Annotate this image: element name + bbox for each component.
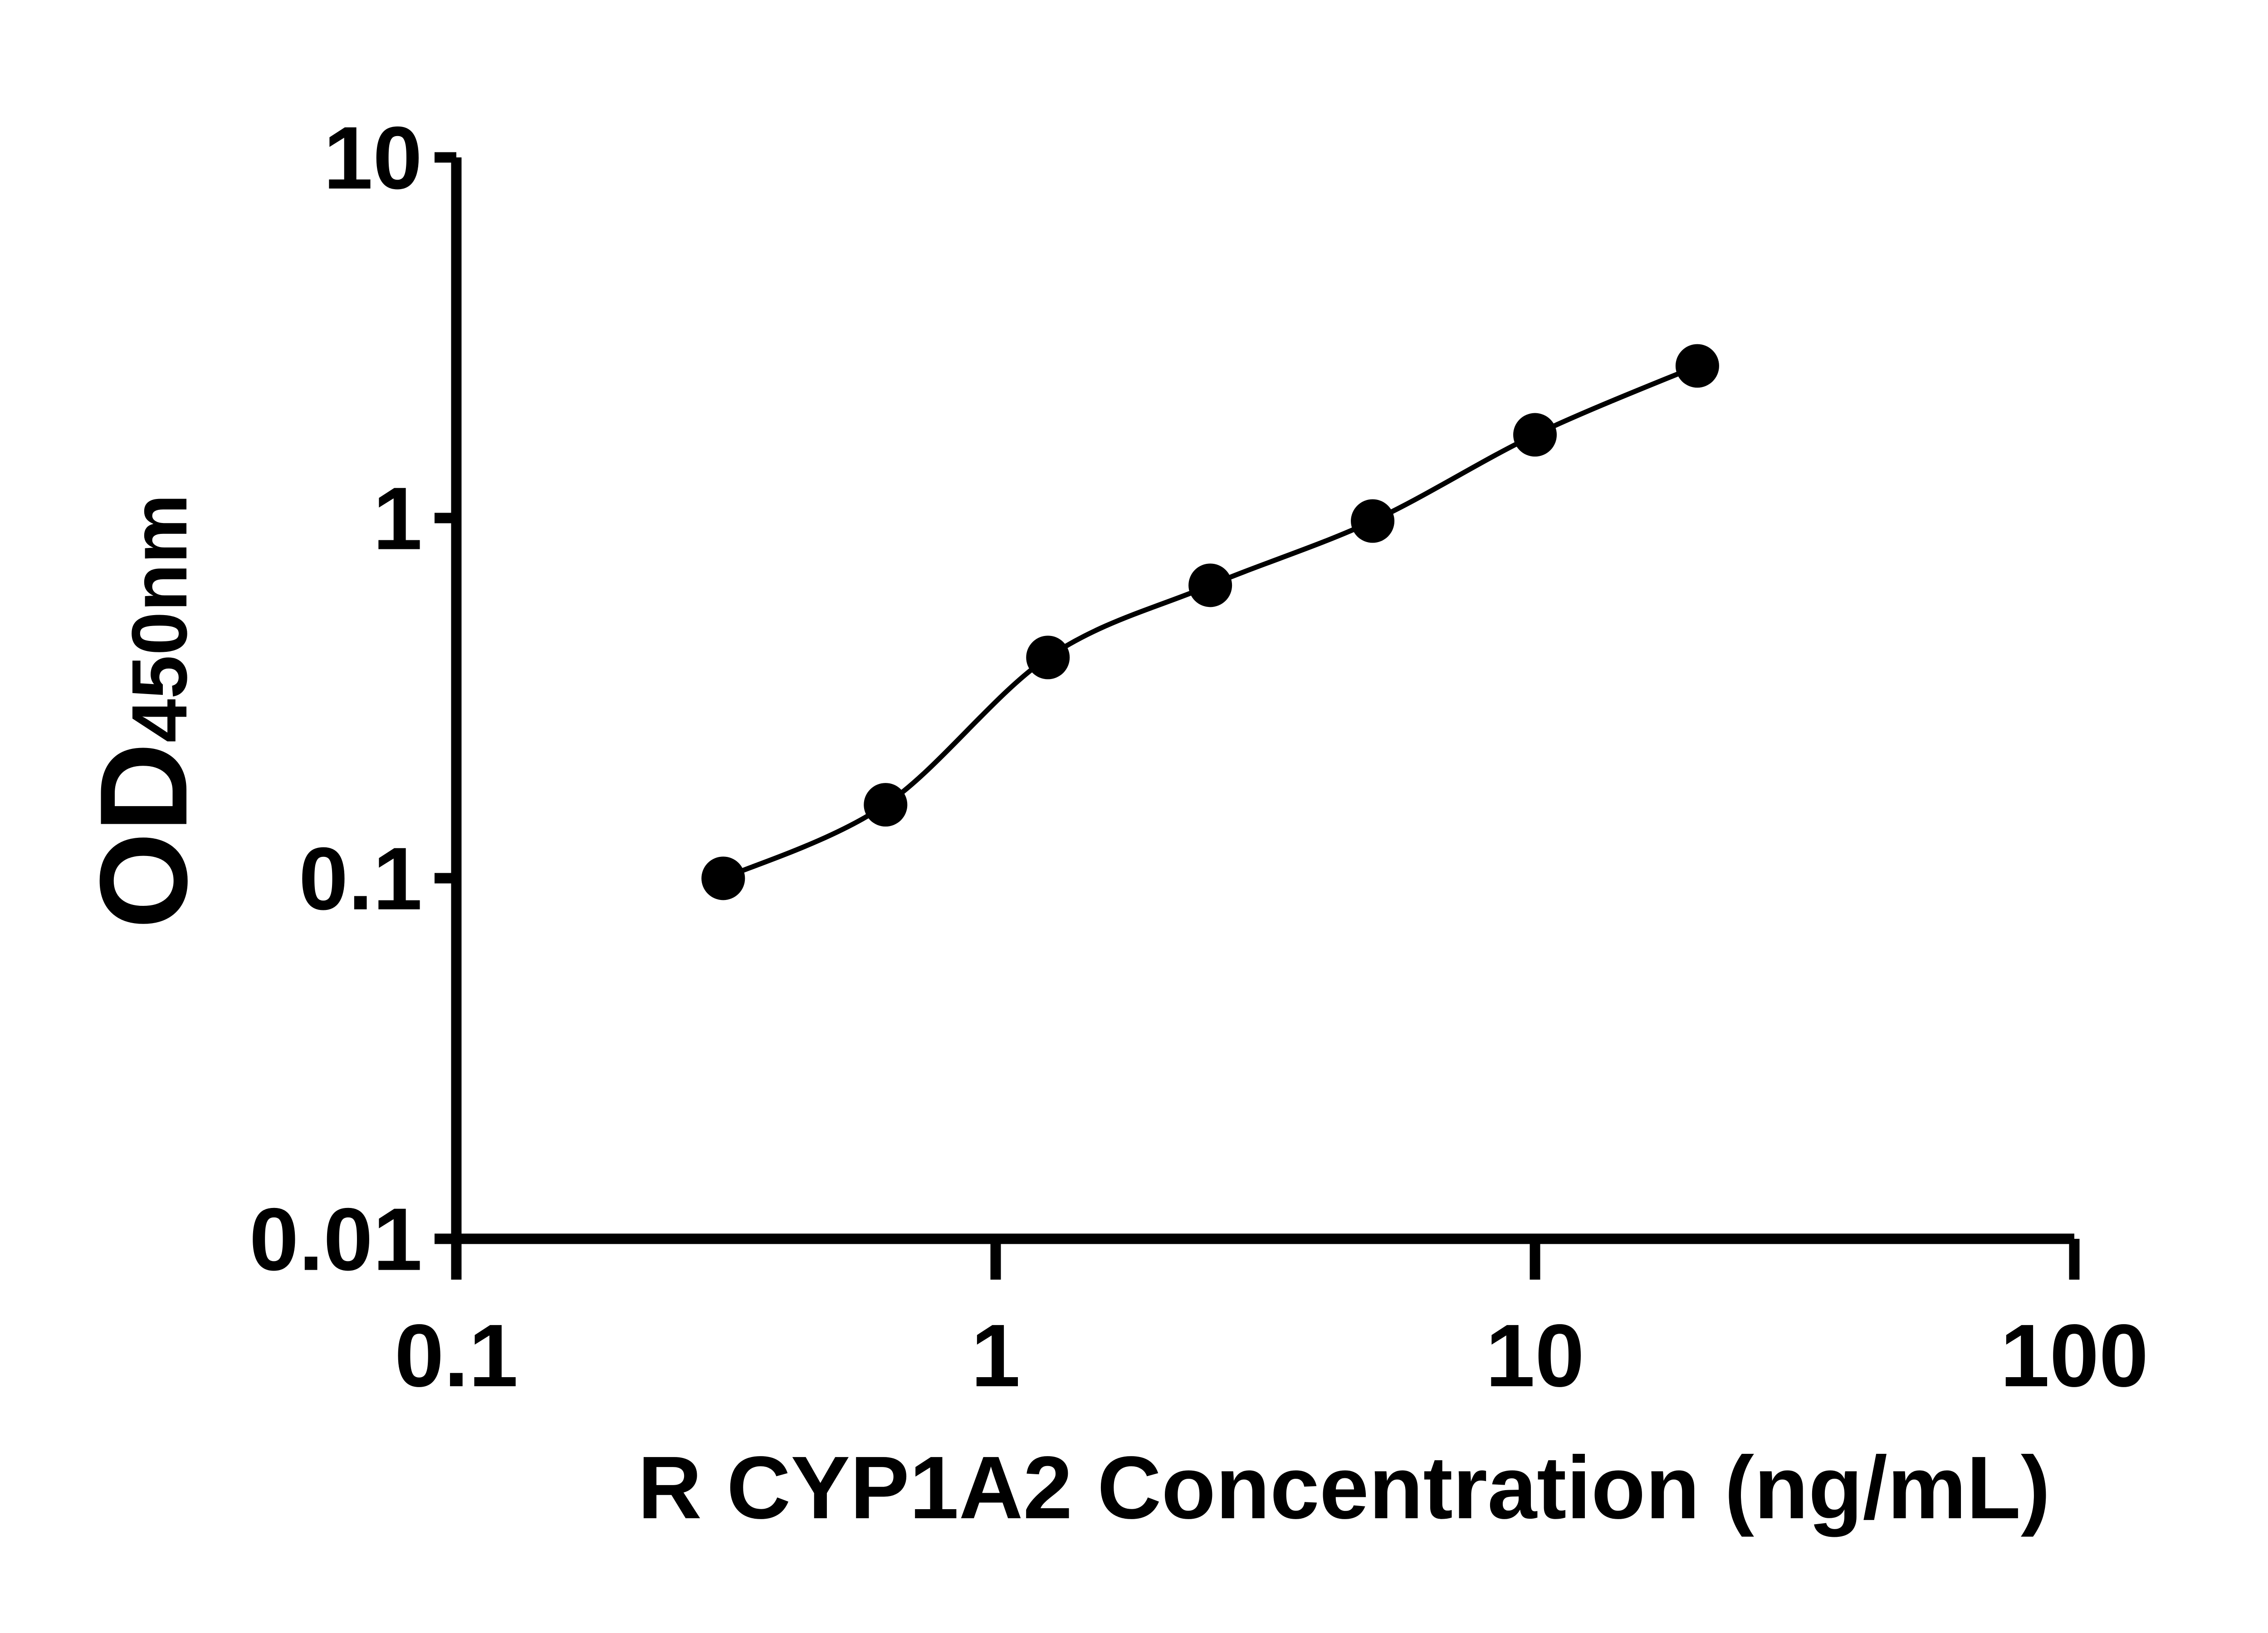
svg-text:1: 1 (971, 1306, 1020, 1405)
svg-text:1: 1 (373, 469, 422, 568)
svg-text:OD450nm: OD450nm (74, 494, 213, 929)
svg-text:10: 10 (1486, 1306, 1584, 1405)
svg-text:R CYP1A2 Concentration (ng/mL): R CYP1A2 Concentration (ng/mL) (638, 1438, 2050, 1537)
svg-text:0.1: 0.1 (395, 1306, 518, 1405)
svg-text:0.01: 0.01 (249, 1190, 422, 1289)
svg-text:10: 10 (323, 108, 422, 208)
svg-text:0.1: 0.1 (299, 829, 422, 929)
svg-text:100: 100 (2000, 1306, 2148, 1405)
